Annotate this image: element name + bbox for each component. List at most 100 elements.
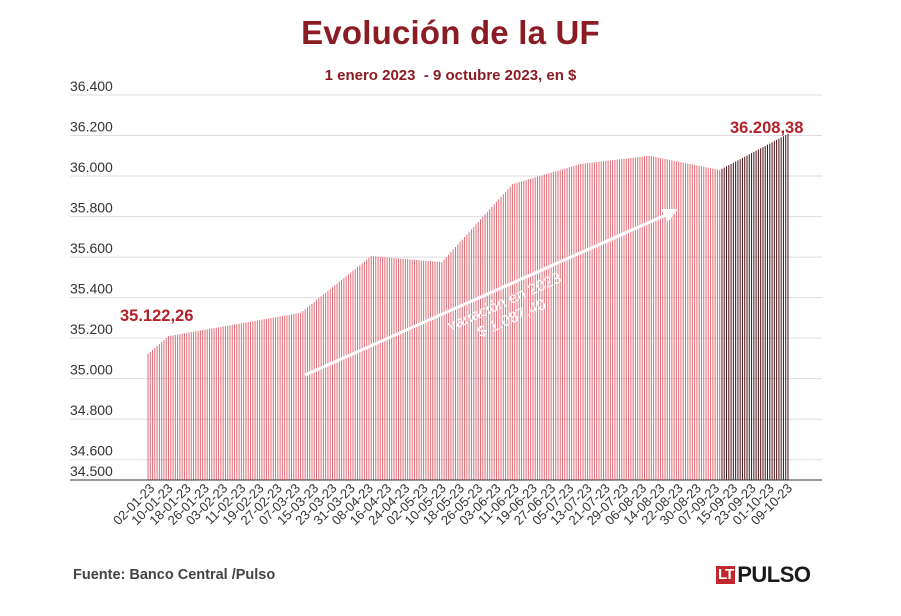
end-value-label: 36.208,38 <box>730 119 803 137</box>
bar <box>457 244 459 480</box>
bar <box>771 142 773 480</box>
y-tick-label: 35.600 <box>70 240 113 256</box>
bar <box>780 137 782 480</box>
bar <box>425 260 427 480</box>
bar <box>439 261 441 480</box>
bar <box>170 335 172 480</box>
bar <box>764 145 766 480</box>
bar <box>507 189 509 480</box>
bar <box>518 182 520 480</box>
bar <box>489 209 491 480</box>
bar <box>673 160 675 480</box>
bar <box>338 281 340 480</box>
bar <box>398 258 400 480</box>
bar <box>728 165 730 480</box>
bar <box>530 178 532 480</box>
bar <box>206 329 208 480</box>
bar <box>505 191 507 480</box>
bar <box>334 285 336 480</box>
bar <box>511 184 513 480</box>
bar <box>609 160 611 480</box>
bar <box>678 161 680 481</box>
bar <box>174 334 176 480</box>
bar <box>418 260 420 480</box>
bar <box>707 167 709 480</box>
x-axis-ticks: 02-01-2310-01-2318-01-2326-01-2303-02-23… <box>110 481 795 528</box>
bar <box>279 316 281 480</box>
bar <box>514 183 516 481</box>
bar <box>730 163 732 480</box>
bar <box>165 338 167 480</box>
bar <box>311 303 313 480</box>
bar <box>272 317 274 480</box>
bar <box>685 163 687 481</box>
bar <box>703 166 705 480</box>
bar <box>721 168 723 480</box>
bar <box>161 342 163 480</box>
bar <box>612 160 614 481</box>
bar <box>372 256 374 480</box>
bar <box>404 259 406 480</box>
bar <box>541 175 543 480</box>
bar <box>163 340 165 480</box>
bar <box>156 346 158 480</box>
bar <box>650 156 652 480</box>
bar <box>523 180 525 480</box>
bar <box>368 257 370 480</box>
bar <box>220 326 222 480</box>
bar <box>691 164 693 481</box>
bar <box>341 279 343 480</box>
bar <box>614 159 616 480</box>
bar <box>625 158 627 481</box>
bar <box>352 270 354 480</box>
bar <box>427 260 429 480</box>
bar <box>655 157 657 480</box>
bar <box>222 326 224 480</box>
bar <box>238 323 240 480</box>
bar <box>550 172 552 480</box>
bar <box>532 178 534 480</box>
bar <box>395 258 397 480</box>
bar <box>757 149 759 481</box>
bar <box>265 318 267 480</box>
bar <box>509 186 511 481</box>
bar <box>605 160 607 481</box>
bar <box>778 138 780 480</box>
bar <box>231 324 233 480</box>
bar <box>751 153 753 481</box>
bar <box>539 176 541 481</box>
bar <box>694 164 696 480</box>
bar <box>288 314 290 480</box>
bar <box>746 155 748 480</box>
bar <box>236 324 238 480</box>
bar <box>454 247 456 480</box>
chart-title: Evolución de la UF <box>301 14 600 51</box>
bar <box>482 216 484 480</box>
bar <box>473 226 475 480</box>
bar <box>767 144 768 481</box>
bar <box>277 316 279 480</box>
bar <box>229 325 231 480</box>
y-tick-label: 35.800 <box>70 200 113 216</box>
bar <box>434 261 436 480</box>
bar <box>548 173 550 480</box>
bar <box>596 162 598 480</box>
bar <box>249 321 251 480</box>
bar <box>773 141 775 480</box>
bar <box>687 163 689 480</box>
bar <box>577 164 579 480</box>
bar <box>714 169 716 480</box>
bar <box>375 256 377 480</box>
bar <box>557 170 559 480</box>
bar <box>450 252 452 480</box>
bar <box>195 331 197 480</box>
bar <box>259 320 261 480</box>
bar <box>630 157 632 480</box>
bar <box>331 287 333 480</box>
bar <box>158 344 160 480</box>
bar <box>193 331 195 480</box>
source-note: Fuente: Banco Central /Pulso <box>73 567 276 583</box>
bar <box>657 157 659 480</box>
bar <box>634 157 636 480</box>
bar <box>204 329 206 480</box>
